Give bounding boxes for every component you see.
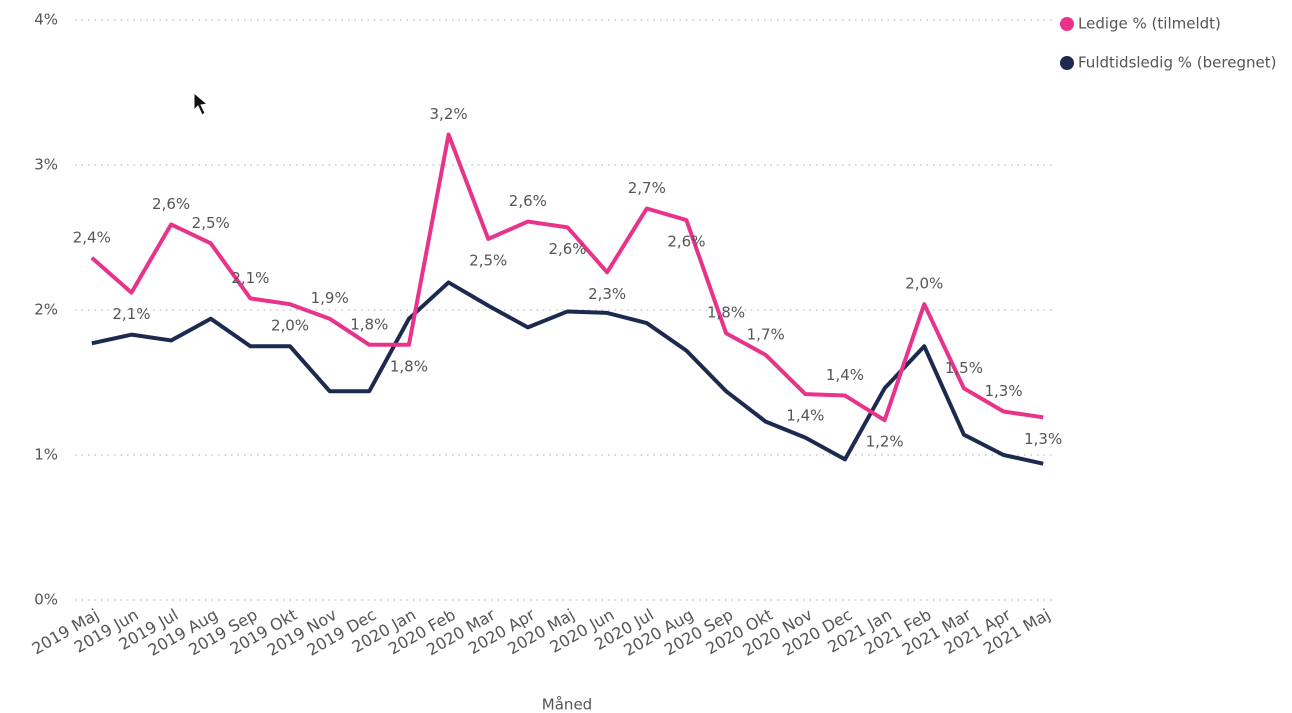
data-label: 1,9% [311,289,349,307]
data-label: 2,1% [112,305,150,323]
data-label: 1,4% [826,366,864,384]
cursor [193,91,209,116]
data-label: 3,2% [430,105,468,123]
data-label: 2,5% [469,251,507,269]
data-label: 1,8% [350,315,388,333]
y-tick-label: 4% [34,11,58,29]
y-tick-label: 1% [34,446,58,464]
y-tick-label: 3% [34,156,58,174]
data-label: 1,7% [747,325,785,343]
data-label: 2,3% [588,285,626,303]
data-label: 1,5% [945,359,983,377]
data-label: 2,0% [271,317,309,335]
legend-label: Fuldtidsledig % (beregnet) [1078,54,1276,72]
data-label: 2,1% [231,269,269,287]
data-label: 2,6% [667,233,705,251]
data-label: 1,8% [707,304,745,322]
y-tick-label: 0% [34,591,58,609]
data-label: 2,6% [509,192,547,210]
series-line [90,132,1044,423]
data-label: 1,3% [1024,430,1062,448]
data-label: 1,3% [984,382,1022,400]
data-label: 1,8% [390,357,428,375]
data-label: 2,6% [152,195,190,213]
y-tick-label: 2% [34,301,58,319]
x-axis-title: Måned [542,696,592,713]
legend-marker [1060,17,1074,31]
legend-marker [1060,56,1074,70]
data-label: 2,6% [548,240,586,258]
data-label: 2,5% [192,214,230,232]
data-label: 1,2% [866,433,904,451]
data-label: 2,7% [628,179,666,197]
legend-label: Ledige % (tilmeldt) [1078,15,1221,33]
data-label: 1,4% [786,407,824,425]
data-label: 2,4% [73,228,111,246]
data-label: 2,0% [905,275,943,293]
series-line [91,280,1044,466]
